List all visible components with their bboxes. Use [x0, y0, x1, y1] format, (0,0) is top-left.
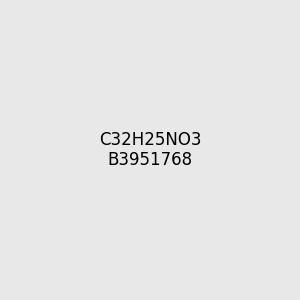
Text: C32H25NO3
B3951768: C32H25NO3 B3951768 — [99, 130, 201, 170]
